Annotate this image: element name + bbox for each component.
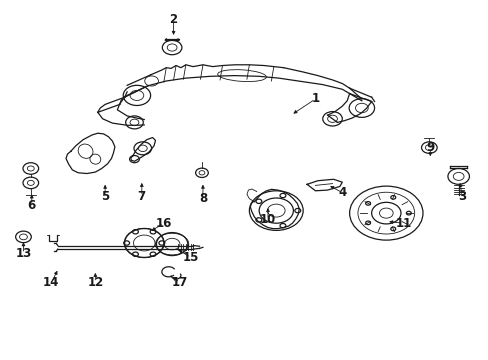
Text: 10: 10 [259,213,276,226]
Text: 9: 9 [426,141,433,154]
Text: 4: 4 [338,186,346,199]
Text: 5: 5 [101,190,109,203]
Text: 17: 17 [171,276,188,289]
Text: 16: 16 [155,217,172,230]
Text: 7: 7 [138,190,145,203]
Text: 6: 6 [28,199,36,212]
Text: 13: 13 [15,247,32,260]
Text: 1: 1 [311,93,319,105]
Text: 2: 2 [169,13,177,26]
Text: 3: 3 [457,190,465,203]
Text: 11: 11 [394,217,411,230]
Text: 8: 8 [199,192,206,204]
Text: 12: 12 [87,276,103,289]
Text: 15: 15 [182,251,199,264]
Text: 14: 14 [43,276,60,289]
